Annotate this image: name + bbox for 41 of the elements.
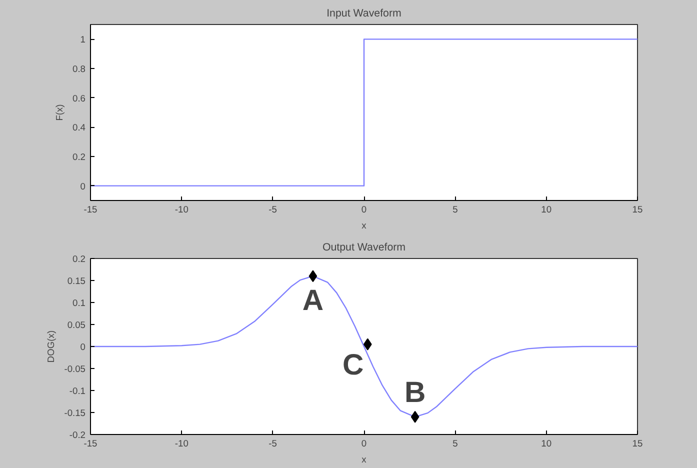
y-tick-label: 0 [80, 342, 86, 352]
y-tick-label: 0 [80, 181, 86, 192]
y-tick-label: 0.8 [72, 64, 86, 74]
x-tick-label: -15 [84, 204, 98, 214]
x-tick-label: -10 [174, 438, 188, 448]
y-tick-label: 0.4 [72, 122, 86, 133]
x-tick-label: 5 [452, 438, 458, 448]
y-axis-title: DOG(x) [46, 330, 56, 363]
x-axis-title: x [362, 220, 367, 230]
y-tick-label: 0.2 [72, 254, 86, 264]
y-tick-label: 0.2 [72, 152, 86, 162]
y-tick-label: 0.15 [67, 276, 86, 286]
annotation: B [404, 376, 426, 409]
x-tick-label: 15 [632, 438, 643, 448]
y-tick-label: -0.2 [69, 430, 86, 440]
chart-title: Output Waveform [322, 242, 406, 254]
x-tick-label: -5 [268, 204, 277, 214]
x-tick-label: 15 [632, 204, 643, 214]
x-tick-label: 10 [541, 438, 552, 448]
y-tick-label: 0.1 [72, 298, 86, 308]
point [363, 338, 372, 350]
x-tick-label: -10 [174, 204, 188, 214]
x-tick-label: 0 [361, 204, 367, 214]
x-axis-title: x [362, 454, 367, 464]
y-tick-label: -0.15 [64, 408, 86, 418]
x-tick-label: 0 [361, 438, 367, 448]
annotation: A [302, 284, 324, 318]
y-tick-label: 0.05 [67, 320, 86, 330]
annotation: C [342, 348, 364, 382]
chart-title: Input Waveform [326, 8, 402, 20]
x-tick-label: -15 [84, 438, 98, 448]
x-tick-label: 5 [452, 204, 458, 214]
y-axis-title: F(x) [54, 104, 65, 121]
x-tick-label: -5 [268, 438, 277, 448]
point [308, 270, 318, 282]
point [410, 410, 420, 423]
x-tick-label: 10 [541, 204, 552, 214]
y-tick-label: -0.1 [69, 386, 86, 396]
y-tick-label: 0.6 [72, 93, 86, 104]
y-tick-label: 1 [80, 34, 86, 45]
y-tick-label: -0.05 [64, 364, 86, 374]
